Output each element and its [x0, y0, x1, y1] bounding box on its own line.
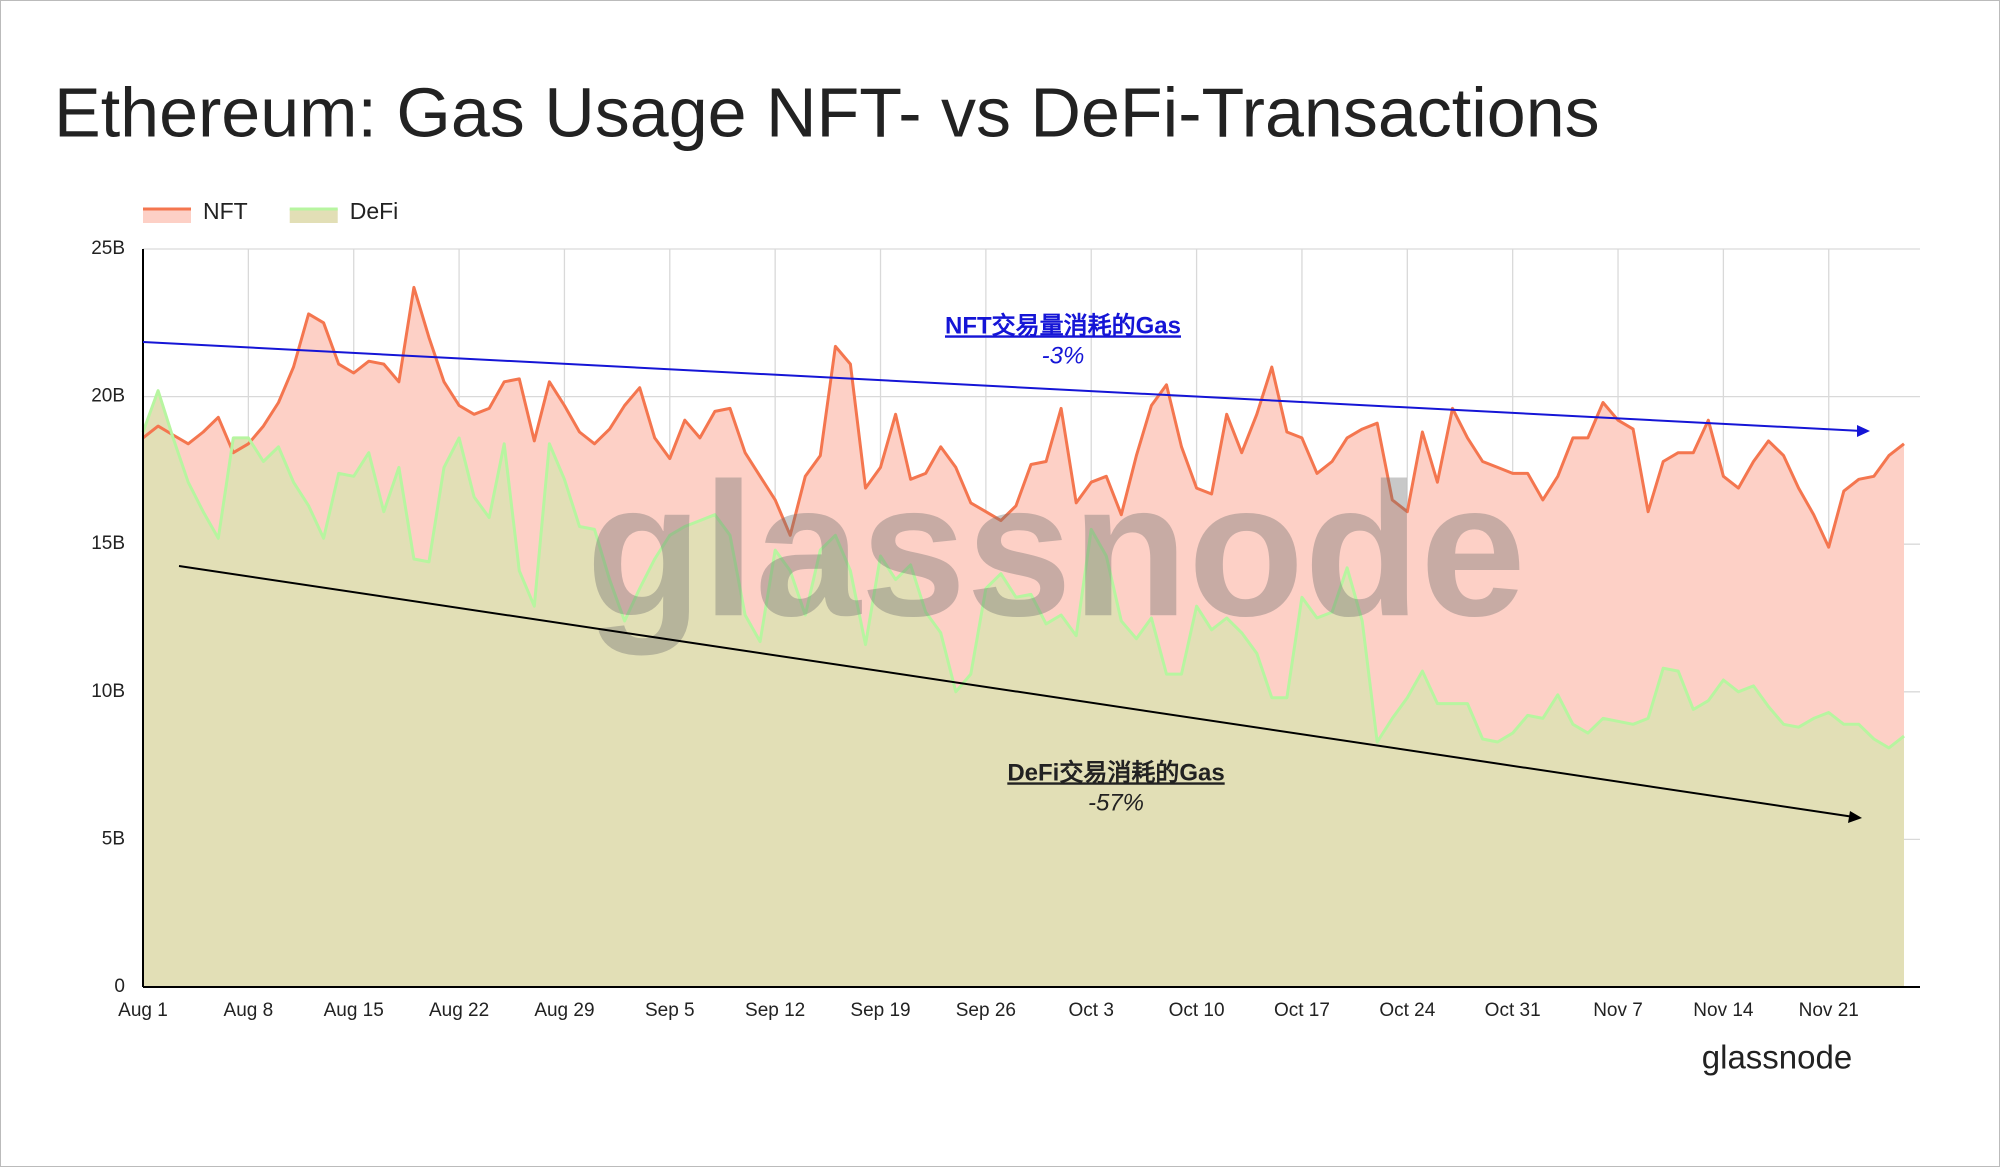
- x-tick-label: Sep 12: [745, 1000, 805, 1021]
- defi-annotation: DeFi交易消耗的Gas: [1007, 758, 1224, 786]
- y-tick-label: 0: [114, 976, 125, 997]
- defi-annotation-change: -57%: [1088, 789, 1144, 816]
- plot: 0 5B 10B 15B 20B 25B Aug 1 Aug 8 Aug 15 Aug 22 Aug…: [91, 207, 1920, 1021]
- nft-trend-line: [142, 341, 1863, 432]
- line: [142, 285, 1905, 549]
- y-tick-label: 10B: [91, 681, 125, 702]
- x-tick-label: Oct 24: [1379, 1000, 1435, 1021]
- chart-title: Ethereum: Gas Usage NFT- vs DeFi-Transac…: [54, 73, 1600, 151]
- y-tick-label: 15B: [91, 533, 125, 554]
- x-tick-label: Aug 1: [118, 1000, 168, 1021]
- legend-swatch: [143, 209, 191, 223]
- x-tick-label: Oct 3: [1069, 1000, 1114, 1021]
- y-tick-label: 20B: [91, 386, 125, 407]
- x-tick-label: Sep 26: [956, 1000, 1016, 1021]
- x-tick-label: Nov 7: [1593, 1000, 1643, 1021]
- x-tick-label: Oct 31: [1485, 1000, 1541, 1021]
- defi-trend-line: [178, 565, 1855, 818]
- watermark: glassnode: [586, 444, 1526, 656]
- x-tick-label: Oct 17: [1274, 1000, 1330, 1021]
- x-tick-label: Sep 19: [850, 1000, 910, 1021]
- x-tick-label: Aug 22: [429, 1000, 489, 1021]
- logo: glassnode: [1702, 1039, 1852, 1076]
- x-tick-label: Aug 8: [224, 1000, 274, 1021]
- area: [143, 390, 1904, 987]
- x-tick-label: Nov 21: [1799, 1000, 1859, 1021]
- x-tick-label: Oct 10: [1169, 1000, 1225, 1021]
- legend-swatch: [289, 209, 338, 223]
- legend-label: NFT: [203, 198, 248, 224]
- y-tick-label: 25B: [91, 238, 125, 259]
- defi-trend-arrowhead: [1848, 811, 1862, 823]
- x-tick-label: Sep 5: [645, 1000, 695, 1021]
- nft-trend-arrowhead: [1857, 425, 1870, 437]
- nft-annotation: NFT交易量消耗的Gas: [945, 311, 1181, 339]
- x-tick-label: Aug 29: [534, 1000, 594, 1021]
- x-tick-label: Aug 15: [324, 1000, 384, 1021]
- nft-annotation-change: -3%: [1042, 342, 1085, 369]
- legend-label: DeFi: [350, 198, 399, 224]
- line: [141, 389, 1905, 750]
- x-tick-label: Nov 14: [1693, 1000, 1754, 1021]
- y-tick-label: 5B: [102, 828, 125, 849]
